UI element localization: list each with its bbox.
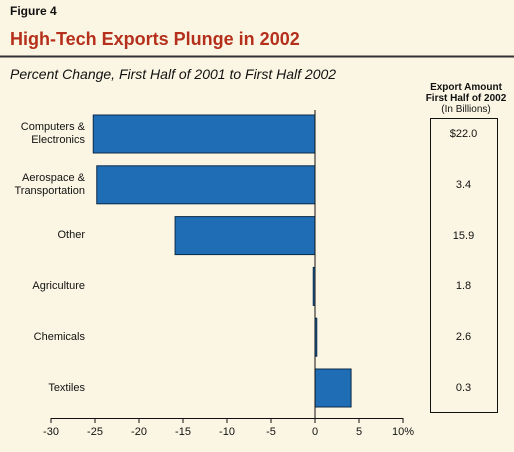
y-tick-label: Agriculture — [32, 279, 85, 292]
x-tick-label: 0 — [311, 426, 319, 438]
chart-title: High-Tech Exports Plunge in 2002 — [10, 29, 300, 49]
export-amount: 1.8 — [455, 280, 472, 293]
bar — [174, 216, 316, 256]
chart-subtitle: Percent Change, First Half of 2001 to Fi… — [10, 66, 337, 82]
export-amount: 3.4 — [455, 178, 472, 191]
export-amount: 15.9 — [452, 229, 475, 242]
y-tick-label: Aerospace & Transportation — [14, 171, 85, 197]
x-tick-label: -10 — [219, 426, 235, 438]
figure-label: Figure 4 — [10, 4, 57, 18]
y-tick-label: Other — [57, 229, 85, 242]
bar — [92, 114, 316, 154]
table-title: Export Amount First Half of 2002 — [425, 82, 507, 104]
export-box — [430, 118, 498, 413]
y-tick-label: Computers & Electronics — [20, 121, 85, 146]
y-tick-label: Chemicals — [33, 330, 85, 343]
x-tick-label: -30 — [43, 426, 59, 438]
export-amount: 0.3 — [455, 382, 472, 394]
export-amount: 2.6 — [455, 331, 472, 344]
x-tick-label: 5 — [355, 426, 363, 438]
x-tick-label: 10% — [391, 426, 415, 438]
bar — [314, 368, 352, 408]
table-subtitle: (In Billions) — [441, 104, 491, 115]
export-amount: $22.0 — [449, 128, 478, 140]
x-tick-label: -25 — [87, 426, 103, 438]
x-tick-label: -20 — [131, 426, 147, 438]
bar — [96, 165, 316, 205]
x-tick-label: -15 — [175, 426, 191, 438]
x-tick-label: -5 — [266, 426, 276, 438]
y-tick-label: Textiles — [48, 381, 85, 394]
